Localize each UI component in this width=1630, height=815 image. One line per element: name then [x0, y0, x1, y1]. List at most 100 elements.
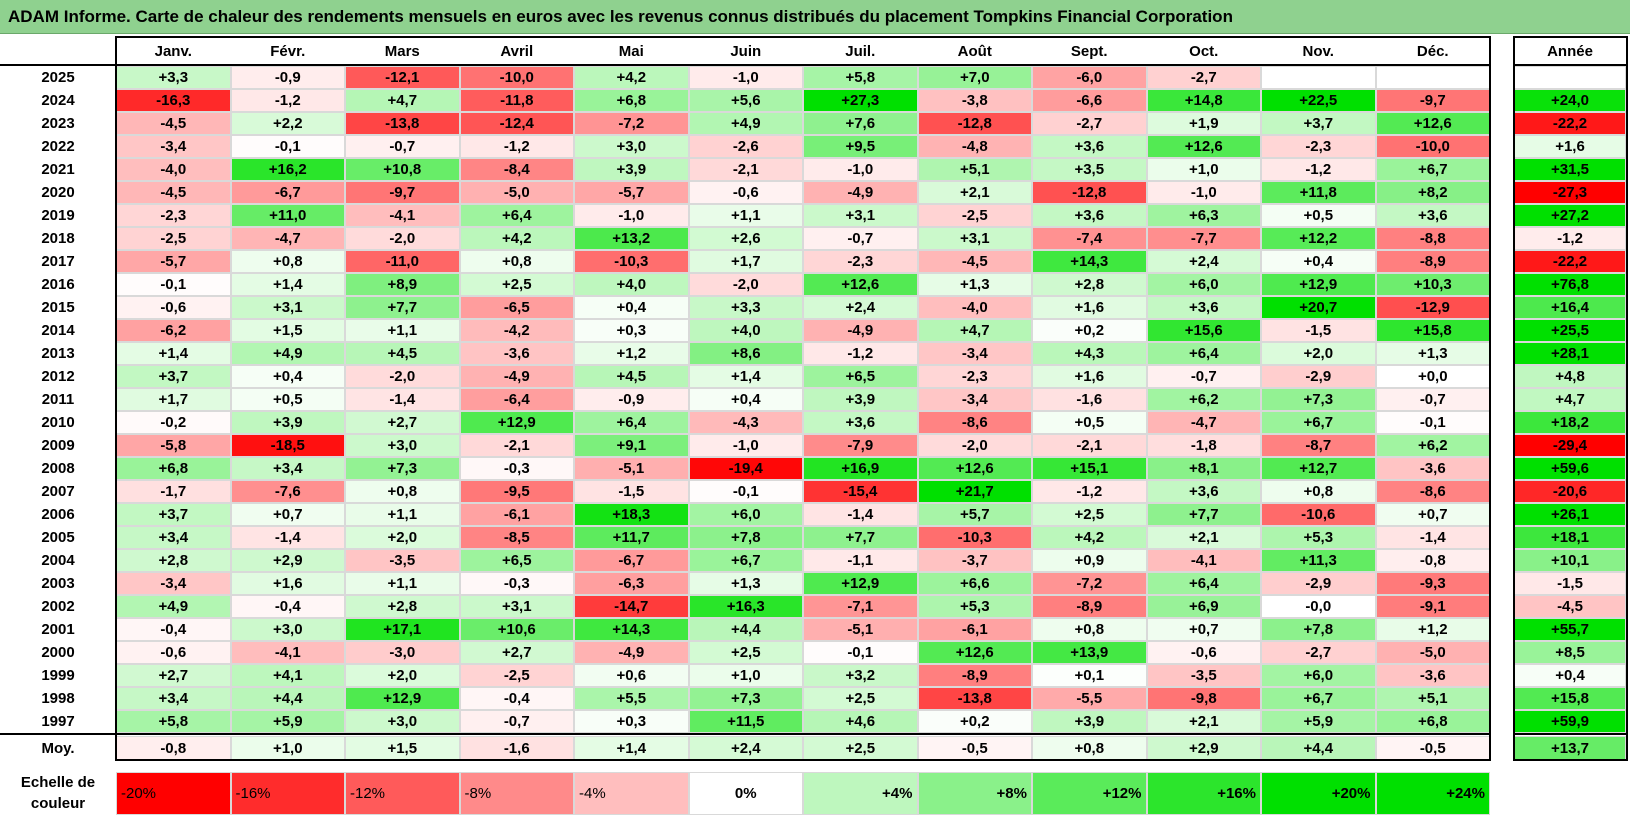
heatmap-cell: +0,2	[917, 710, 1032, 733]
heatmap-cell: +6,2	[1375, 434, 1490, 457]
heatmap-cell: +5,6	[688, 89, 803, 112]
annual-cell	[1514, 66, 1626, 89]
heatmap-cell: -1,0	[1146, 181, 1261, 204]
heatmap-cell: +6,0	[688, 503, 803, 526]
heatmap-cell: +0,8	[459, 250, 574, 273]
heatmap-cell: +0,8	[1032, 618, 1147, 641]
heatmap-cell: +0,4	[688, 388, 803, 411]
year-label: 2024	[41, 92, 75, 109]
heatmap-cell: +8,1	[1146, 457, 1261, 480]
heatmap-cell: -0,9	[230, 66, 345, 89]
heatmap-cell: -4,1	[1146, 549, 1261, 572]
heatmap-cell: +16,2	[230, 158, 345, 181]
heatmap-cell: +12,9	[1261, 273, 1376, 296]
heatmap-cell: +0,5	[230, 388, 345, 411]
scale-step: +24%	[1375, 772, 1490, 815]
heatmap-cell: -9,7	[1375, 89, 1490, 112]
year-label: 2008	[41, 460, 75, 477]
heatmap-cell: -2,7	[1032, 112, 1147, 135]
heatmap-cell: +6,7	[1375, 158, 1490, 181]
heatmap-cell: +22,5	[1261, 89, 1376, 112]
scale-step: -12%	[345, 772, 460, 815]
heatmap-cell: -0,7	[459, 710, 574, 733]
heatmap-cell: +1,7	[688, 250, 803, 273]
heatmap-cell: +1,2	[1375, 618, 1490, 641]
heatmap-cell: -4,9	[803, 319, 918, 342]
heatmap-cell: +4,2	[574, 66, 689, 89]
heatmap-cell: +2,7	[116, 664, 231, 687]
year-label: 2004	[41, 552, 75, 569]
heatmap-cell: -2,7	[1261, 641, 1376, 664]
heatmap-cell: +6,3	[1146, 204, 1261, 227]
annual-cell: -22,2	[1514, 250, 1626, 273]
heatmap-cell: -0,4	[116, 618, 231, 641]
heatmap-cell: +1,0	[688, 664, 803, 687]
heatmap-cell: +9,5	[803, 135, 918, 158]
heatmap-cell: +3,7	[116, 503, 231, 526]
heatmap-cell: +6,7	[1261, 687, 1376, 710]
heatmap-cell: -0,8	[1375, 549, 1490, 572]
annual-cell: +28,1	[1514, 342, 1626, 365]
year-label: 2002	[41, 598, 75, 615]
heatmap-cell: +0,3	[574, 319, 689, 342]
scale-step: -4%	[574, 772, 689, 815]
year-label: 2005	[41, 529, 75, 546]
heatmap-cell: +2,8	[1032, 273, 1147, 296]
heatmap-cell: -14,7	[574, 595, 689, 618]
heatmap-cell: +2,0	[1261, 342, 1376, 365]
heatmap-cell: +2,5	[803, 687, 918, 710]
heatmap-cell: -15,4	[803, 480, 918, 503]
annual-cell: +55,7	[1514, 618, 1626, 641]
annual-cell: -27,3	[1514, 181, 1626, 204]
heatmap-cell: +4,2	[1032, 526, 1147, 549]
heatmap-cell: +2,1	[917, 181, 1032, 204]
average-annual-cell: +13,7	[1514, 736, 1626, 760]
heatmap-cell: +4,9	[688, 112, 803, 135]
heatmap-cell: +0,9	[1032, 549, 1147, 572]
header-divider	[0, 64, 1490, 66]
heatmap-cell: +4,7	[917, 319, 1032, 342]
heatmap-cell: -0,7	[803, 227, 918, 250]
heatmap-cell: -2,7	[1146, 66, 1261, 89]
heatmap-cell: +3,1	[917, 227, 1032, 250]
heatmap-cell: +5,9	[230, 710, 345, 733]
heatmap-cell: -9,1	[1375, 595, 1490, 618]
scale-step: +12%	[1032, 772, 1147, 815]
heatmap-cell: -0,9	[574, 388, 689, 411]
heatmap-cell: +7,8	[1261, 618, 1376, 641]
heatmap-cell: -6,2	[116, 319, 231, 342]
year-label: 2016	[41, 276, 75, 293]
heatmap-cell: -12,4	[459, 112, 574, 135]
year-label: 2019	[41, 207, 75, 224]
heatmap-cell: -5,0	[459, 181, 574, 204]
heatmap-cell: -1,0	[688, 66, 803, 89]
heatmap-cell: +18,3	[574, 503, 689, 526]
heatmap-cell: +3,0	[345, 434, 460, 457]
heatmap-cell: -2,3	[1261, 135, 1376, 158]
heatmap-cell: +12,7	[1261, 457, 1376, 480]
year-label: 2013	[41, 345, 75, 362]
average-cell: -0,5	[917, 736, 1032, 760]
heatmap-cell: -9,7	[345, 181, 460, 204]
heatmap-cell: +4,7	[345, 89, 460, 112]
heatmap-cell: +4,9	[116, 595, 231, 618]
heatmap-cell: +12,9	[803, 572, 918, 595]
heatmap-cell: -2,9	[1261, 572, 1376, 595]
scale-step: +20%	[1261, 772, 1376, 815]
heatmap-cell: -3,4	[917, 388, 1032, 411]
heatmap-cell: +1,2	[574, 342, 689, 365]
average-cell: +1,5	[345, 736, 460, 760]
heatmap-cell: -3,4	[116, 572, 231, 595]
heatmap-cell: +6,4	[574, 411, 689, 434]
year-label: 2006	[41, 506, 75, 523]
heatmap-cell: +1,1	[345, 572, 460, 595]
heatmap-cell: -2,5	[116, 227, 231, 250]
heatmap-cell: +6,7	[688, 549, 803, 572]
heatmap-cell: -2,1	[1032, 434, 1147, 457]
heatmap-cell: -8,9	[917, 664, 1032, 687]
heatmap-cell: -4,5	[116, 181, 231, 204]
year-label: 2015	[41, 299, 75, 316]
heatmap-cell: +2,1	[1146, 526, 1261, 549]
heatmap-cell: +7,6	[803, 112, 918, 135]
heatmap-cell: -0,6	[116, 296, 231, 319]
